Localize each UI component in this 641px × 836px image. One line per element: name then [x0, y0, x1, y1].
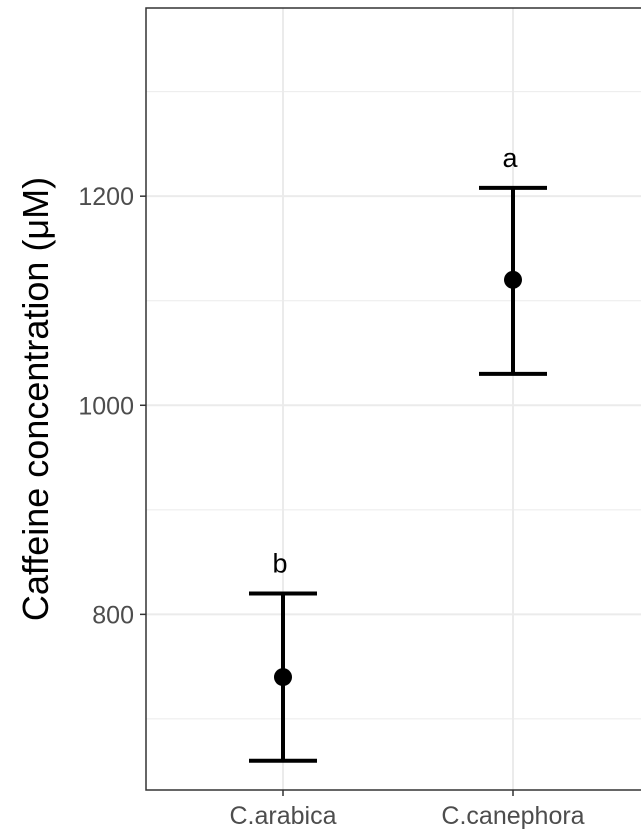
x-tick-label: C.arabica — [230, 802, 337, 830]
y-tick-label: 1000 — [78, 392, 134, 420]
axis-layer: 800 1000 1200 C.arabica C.canephora — [78, 183, 584, 830]
y-tick-label: 1200 — [78, 183, 134, 211]
marks-layer: ba — [249, 143, 547, 763]
significance-label: b — [272, 548, 287, 578]
x-tick-label: C.canephora — [441, 802, 584, 830]
y-tick-label: 800 — [92, 601, 134, 629]
significance-label: a — [502, 143, 518, 173]
mean-point — [504, 270, 522, 289]
mean-point — [274, 668, 292, 687]
grid-layer — [146, 8, 641, 790]
panel-border — [145, 7, 641, 791]
y-axis-title: Caffeine concentration (μM) — [15, 177, 56, 621]
